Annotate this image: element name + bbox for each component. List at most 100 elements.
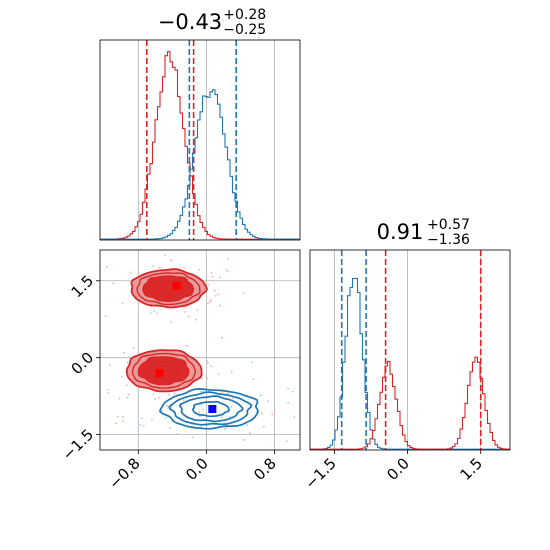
joint-sample-point [198,268,201,271]
joint-sample-point [206,360,209,363]
joint-xtick-label-1: 0.0 [182,454,212,484]
joint-sample-point [167,393,170,396]
joint-sample-point [217,373,220,375]
joint-sample-point [156,312,159,315]
joint-sample-point [132,347,135,349]
hist_param2-xtick-label-1: 0.0 [383,454,413,484]
joint-sample-point [185,305,188,308]
blue-contour-0 [158,388,259,430]
joint-sample-point [112,282,114,285]
joint-sample-point [285,440,288,443]
hist_param2-title-sup: +0.57 [427,217,470,233]
joint-sample-point [227,392,230,395]
joint-sample-point [122,416,124,418]
joint-sample-point [106,389,109,391]
joint-sample-point [214,289,216,292]
joint-sample-point [227,257,230,260]
joint-sample-point [225,426,228,429]
joint-sample-point [220,416,223,419]
joint-sample-point [183,311,186,313]
hist_param1-title-sub: −0.25 [223,22,266,38]
joint-sample-point [291,390,294,393]
joint-sample-point [142,424,145,427]
joint-sample-point [126,361,129,364]
joint-sample-point [251,361,254,364]
joint-sample-point [202,408,204,411]
hist_param1-title-value: −0.43 [158,10,222,34]
joint-sample-point [153,310,155,312]
joint-sample-point [208,301,211,303]
joint-sample-point [164,416,167,419]
joint-sample-point [229,415,231,418]
joint-sample-point [287,401,289,404]
joint-sample-point [226,270,229,273]
joint-sample-point [198,411,200,414]
hist_param1-frame [99,39,301,241]
joint-sample-point [154,398,157,401]
joint-sample-point [120,375,123,378]
joint-sample-point [266,400,269,403]
joint-sample-point [223,421,226,424]
joint-sample-point [225,268,228,271]
joint-ytick-label-1: 0.0 [68,348,98,378]
joint-sample-point [126,396,129,399]
joint-marker-0 [172,281,181,290]
joint-sample-point [214,294,217,297]
hist_param2-panel: 0.91 +0.57−1.36 −1.5 0.0 1.5 [301,217,511,493]
joint-sample-point [246,424,249,426]
joint-sample-point [116,415,119,418]
joint-sample-point [307,392,309,394]
hist_param2-title-sub: −1.36 [427,232,470,248]
joint-sample-point [207,302,209,305]
joint-sample-point [126,384,128,387]
joint-xtick-label-0: −0.8 [105,454,143,492]
joint-marker-2 [208,404,217,413]
blue-contour-1 [168,391,253,426]
joint-sample-point [242,292,245,294]
joint-sample-point [252,378,255,381]
hist_param1-title-sup: +0.28 [223,7,266,23]
joint-sample-point [164,254,166,256]
joint-sample-point [200,390,202,393]
joint-sample-point [305,373,307,375]
joint-sample-point [76,388,78,390]
joint-sample-point [183,306,185,309]
joint-sample-point [151,418,153,421]
joint-sample-point [209,365,212,368]
hist_param2-hist-series-0 [310,277,510,450]
joint-sample-point [127,393,130,396]
joint-sample-point [139,423,142,426]
joint-sample-point [181,451,183,453]
joint-sample-point [98,282,100,284]
joint-sample-point [207,362,209,365]
hist_param1-hist-series-1 [100,89,300,240]
joint-sample-point [75,403,77,405]
joint-sample-point [158,266,161,269]
joint-sample-point [219,304,221,307]
joint-sample-point [209,299,212,301]
joint-sample-point [249,432,252,435]
hist_param2-xtick-label-2: 1.5 [457,454,487,484]
joint-sample-point [170,259,173,262]
joint-sample-point [211,275,214,278]
joint-sample-point [217,293,219,296]
joint-sample-point [91,317,93,319]
joint-sample-point [176,433,179,435]
joint-sample-point [293,416,296,419]
joint-sample-point [201,377,203,380]
hist_param2-xtick-label-0: −1.5 [301,454,339,492]
joint-sample-point [224,427,226,430]
joint-sample-point [118,397,121,400]
joint-marker-1 [155,369,164,378]
joint-sample-point [243,439,245,441]
joint-sample-point [149,312,152,315]
joint-sample-point [230,406,233,408]
joint-sample-point [152,265,155,267]
joint-sample-point [271,413,274,416]
joint-sample-point [259,394,262,396]
joint-ytick-label-0: 1.5 [68,272,98,302]
joint-sample-point [182,399,185,401]
joint-sample-point [170,406,173,409]
joint-sample-point [108,364,111,366]
